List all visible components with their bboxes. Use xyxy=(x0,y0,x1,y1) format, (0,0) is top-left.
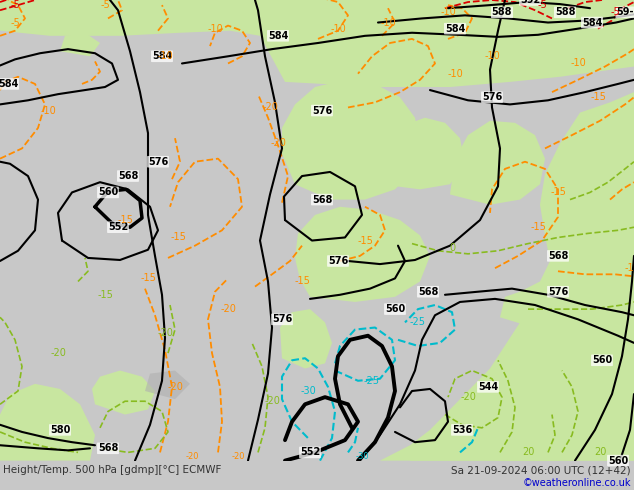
Text: -15: -15 xyxy=(170,232,186,243)
Polygon shape xyxy=(380,225,634,461)
Polygon shape xyxy=(60,33,100,56)
Text: 568: 568 xyxy=(118,171,138,181)
Text: 536: 536 xyxy=(452,425,472,435)
Text: 584: 584 xyxy=(152,51,172,61)
Text: 568: 568 xyxy=(418,287,438,297)
Text: -30: -30 xyxy=(355,452,369,462)
Text: 584: 584 xyxy=(445,24,465,34)
Text: -10: -10 xyxy=(40,105,56,116)
Text: -15: -15 xyxy=(590,92,606,102)
Text: 560: 560 xyxy=(385,304,405,314)
Text: -5: -5 xyxy=(10,18,20,27)
Text: 576: 576 xyxy=(482,92,502,102)
Text: 588: 588 xyxy=(492,7,512,17)
Polygon shape xyxy=(380,118,465,189)
Text: -20: -20 xyxy=(262,102,278,113)
Polygon shape xyxy=(145,370,190,399)
Text: 576: 576 xyxy=(548,287,568,297)
Text: 552: 552 xyxy=(300,447,320,457)
Polygon shape xyxy=(450,121,545,205)
Text: 580: 580 xyxy=(50,425,70,435)
Text: -15: -15 xyxy=(140,273,156,283)
Text: 560: 560 xyxy=(608,456,628,466)
Text: -10: -10 xyxy=(440,7,456,17)
Text: -15: -15 xyxy=(624,263,634,273)
Text: 59-: 59- xyxy=(616,7,634,17)
Text: -10: -10 xyxy=(207,24,223,34)
Text: 560: 560 xyxy=(98,188,118,197)
Text: -5: -5 xyxy=(100,0,110,10)
Text: -20: -20 xyxy=(185,452,198,462)
Polygon shape xyxy=(295,207,430,302)
Text: 568: 568 xyxy=(98,443,118,453)
Text: 568: 568 xyxy=(312,195,332,205)
Text: -20: -20 xyxy=(270,138,286,148)
Text: 552: 552 xyxy=(108,222,128,232)
Polygon shape xyxy=(0,384,95,461)
Polygon shape xyxy=(500,92,634,358)
Text: -10: -10 xyxy=(330,24,346,34)
Text: -25: -25 xyxy=(410,318,426,327)
Text: -20: -20 xyxy=(50,348,66,358)
Text: 560: 560 xyxy=(592,355,612,365)
Text: 568: 568 xyxy=(548,251,568,261)
Text: 588: 588 xyxy=(555,7,575,17)
Text: -10: -10 xyxy=(570,58,586,69)
Polygon shape xyxy=(410,358,560,461)
Polygon shape xyxy=(282,80,420,199)
Polygon shape xyxy=(92,370,155,415)
Text: 584: 584 xyxy=(582,18,602,27)
Text: 576: 576 xyxy=(312,105,332,116)
Text: 584: 584 xyxy=(0,79,18,89)
Text: 20: 20 xyxy=(522,447,534,457)
Text: 576: 576 xyxy=(328,256,348,266)
Text: 592: 592 xyxy=(520,0,540,5)
Text: 20: 20 xyxy=(594,447,606,457)
Text: Sa 21-09-2024 06:00 UTC (12+42): Sa 21-09-2024 06:00 UTC (12+42) xyxy=(451,466,631,475)
Text: -5: -5 xyxy=(10,0,20,10)
Text: -15: -15 xyxy=(294,276,310,287)
Text: -20: -20 xyxy=(231,452,245,462)
Text: -10: -10 xyxy=(447,69,463,79)
Text: -10: -10 xyxy=(157,51,173,61)
Text: -10: -10 xyxy=(484,51,500,61)
Text: -20: -20 xyxy=(460,392,476,402)
Polygon shape xyxy=(500,318,634,461)
Text: -20: -20 xyxy=(264,396,280,406)
Text: -15: -15 xyxy=(117,215,133,225)
Text: -25: -25 xyxy=(364,376,380,386)
Text: -10: -10 xyxy=(380,18,396,27)
Text: 576: 576 xyxy=(148,157,168,167)
Text: -20: -20 xyxy=(220,304,236,314)
Text: -15: -15 xyxy=(357,236,373,245)
Polygon shape xyxy=(280,309,332,368)
Text: -30: -30 xyxy=(300,386,316,396)
Text: 584: 584 xyxy=(268,31,288,41)
Text: ©weatheronline.co.uk: ©weatheronline.co.uk xyxy=(522,478,631,488)
Text: 576: 576 xyxy=(272,315,292,324)
Text: Height/Temp. 500 hPa [gdmp][°C] ECMWF: Height/Temp. 500 hPa [gdmp][°C] ECMWF xyxy=(3,466,221,475)
Text: -15: -15 xyxy=(550,188,566,197)
Polygon shape xyxy=(0,0,634,87)
Text: -5: -5 xyxy=(537,0,547,10)
Text: -15: -15 xyxy=(97,290,113,300)
Text: -15: -15 xyxy=(530,222,546,232)
Text: 0: 0 xyxy=(449,243,455,253)
Text: -20: -20 xyxy=(157,328,173,338)
Text: 544: 544 xyxy=(478,382,498,392)
Text: -20: -20 xyxy=(167,382,183,392)
Text: -5: -5 xyxy=(610,7,620,17)
